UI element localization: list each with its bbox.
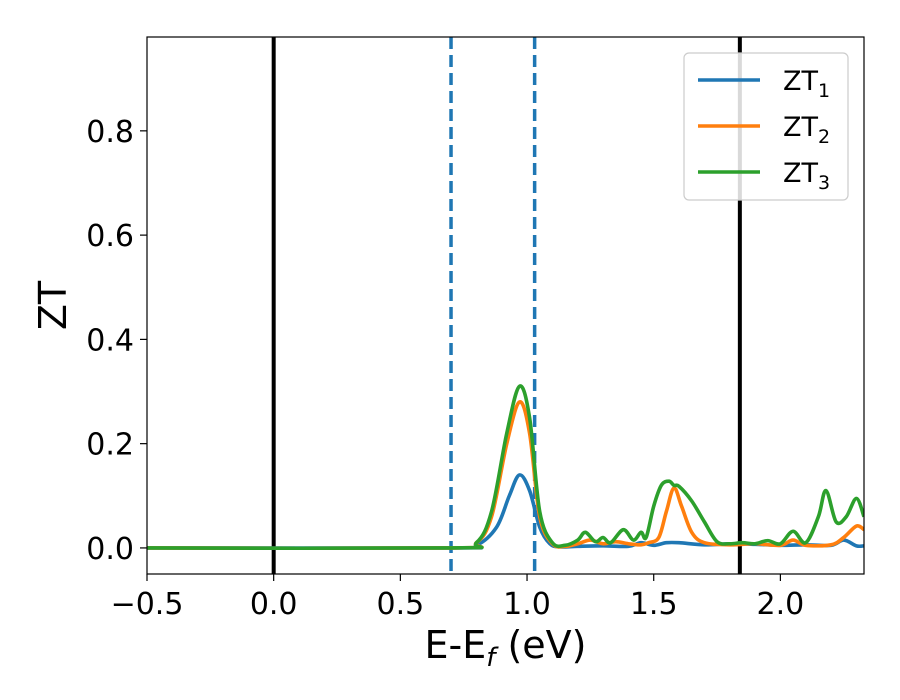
legend-label-zt3: ZT3	[783, 158, 830, 194]
y-tick-label: 0.8	[86, 115, 134, 150]
y-tick-label: 0.6	[86, 219, 134, 254]
x-axis-ticks: −0.5 0.0 0.5 1.0 1.5 2.0	[111, 574, 805, 622]
x-tick-label: 1.5	[630, 587, 678, 622]
y-tick-label: 0.4	[86, 323, 134, 358]
y-axis-label: ZT	[31, 280, 75, 330]
series-lines	[147, 384, 864, 551]
legend-label-main: ZT	[783, 158, 818, 189]
x-tick-label: 1.0	[503, 587, 551, 622]
x-axis-label-main: E-E	[425, 623, 487, 667]
series-line-zt1	[147, 473, 864, 550]
legend-label-subscript: 2	[818, 126, 830, 148]
x-tick-label: −0.5	[111, 587, 184, 622]
legend-label-zt1: ZT1	[783, 66, 830, 102]
y-tick-label: 0.2	[86, 428, 134, 463]
legend-box	[683, 52, 849, 201]
legend-label-main: ZT	[783, 112, 818, 143]
legend-label-main: ZT	[783, 66, 818, 97]
y-tick-label: 0.0	[86, 532, 134, 567]
x-axis-label-unit: (eV)	[495, 623, 586, 667]
x-tick-label: 2.0	[757, 587, 805, 622]
y-axis-ticks: 0.0 0.2 0.4 0.6 0.8	[86, 115, 147, 567]
legend-label-subscript: 1	[818, 80, 830, 102]
legend-label-zt2: ZT2	[783, 112, 830, 148]
series-line-zt3	[147, 384, 864, 551]
legend-label-subscript: 3	[818, 172, 830, 194]
plot-frame	[146, 36, 865, 575]
x-tick-label: 0.5	[376, 587, 424, 622]
x-tick-label: 0.0	[250, 587, 298, 622]
x-axis-label: E-Ef (eV)	[425, 623, 587, 673]
series-line-zt2	[147, 400, 864, 551]
